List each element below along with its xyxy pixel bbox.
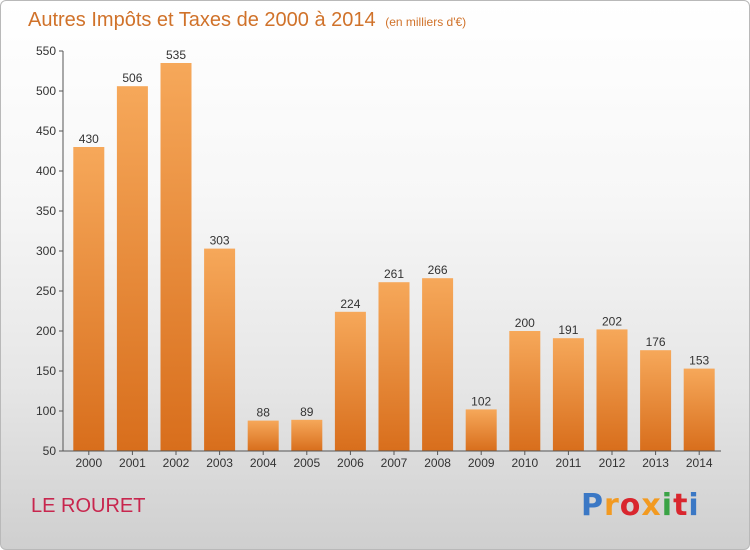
- y-tick-label: 50: [43, 444, 57, 458]
- x-tick-label: 2010: [511, 456, 538, 470]
- bar-value-label: 430: [79, 132, 99, 146]
- x-tick-label: 2009: [468, 456, 495, 470]
- bar-value-label: 224: [340, 297, 360, 311]
- bar-2009: [466, 409, 497, 451]
- y-tick-label: 450: [36, 124, 56, 138]
- logo-letter: r: [604, 488, 620, 523]
- bar-value-label: 506: [122, 71, 142, 85]
- bar-2011: [553, 338, 584, 451]
- x-tick-label: 2001: [119, 456, 146, 470]
- bar-2007: [379, 282, 410, 451]
- y-tick-label: 300: [36, 244, 56, 258]
- bar-2004: [248, 421, 279, 451]
- bar-value-label: 535: [166, 48, 186, 62]
- x-tick-label: 2005: [293, 456, 320, 470]
- y-tick-label: 350: [36, 204, 56, 218]
- x-tick-label: 2002: [163, 456, 190, 470]
- x-tick-label: 2000: [75, 456, 102, 470]
- logo-letter: o: [620, 488, 642, 523]
- x-tick-label: 2011: [555, 456, 581, 470]
- y-tick-label: 100: [36, 404, 56, 418]
- x-tick-label: 2013: [642, 456, 669, 470]
- x-tick-label: 2003: [206, 456, 233, 470]
- x-tick-label: 2006: [337, 456, 364, 470]
- x-tick-label: 2012: [599, 456, 626, 470]
- x-tick-label: 2014: [686, 456, 713, 470]
- bar-value-label: 261: [384, 267, 404, 281]
- x-tick-label: 2004: [250, 456, 277, 470]
- chart-frame: Autres Impôts et Taxes de 2000 à 2014 (e…: [0, 0, 750, 550]
- y-tick-label: 400: [36, 164, 56, 178]
- x-axis: 2000 2001 2002 2003 2004 2005 2006 2007 2008 2009…: [63, 451, 721, 470]
- bar-value-label: 102: [471, 394, 491, 408]
- y-tick-label: 200: [36, 324, 56, 338]
- logo-letter: i: [688, 488, 699, 523]
- bar-2000: [73, 147, 104, 451]
- bar-chart: 50 100 150 200 250 300 350 400 450 500 550 430 506 5…: [1, 1, 750, 550]
- commune-name: LE ROURET: [31, 495, 145, 518]
- bar-2012: [597, 329, 628, 451]
- logo-letter: x: [641, 488, 661, 523]
- bar-2006: [335, 312, 366, 451]
- bar-value-label: 153: [689, 354, 709, 368]
- bar-value-label: 266: [428, 263, 448, 277]
- bar-2008: [422, 278, 453, 451]
- y-tick-label: 550: [36, 44, 56, 58]
- bars: 430 506 535 303 88 89 224 261 266 102 200 191 202 176…: [73, 48, 714, 451]
- logo-letter: t: [673, 488, 688, 523]
- bar-value-label: 191: [558, 323, 578, 337]
- bar-value-label: 202: [602, 314, 622, 328]
- bar-2005: [291, 420, 322, 451]
- bar-2003: [204, 249, 235, 451]
- x-tick-label: 2007: [381, 456, 408, 470]
- bar-value-label: 200: [515, 316, 535, 330]
- bar-2013: [640, 350, 671, 451]
- bar-value-label: 303: [210, 234, 230, 248]
- y-tick-label: 250: [36, 284, 56, 298]
- y-axis: 50 100 150 200 250 300 350 400 450 500 550: [36, 44, 63, 458]
- logo-letter: P: [581, 488, 604, 523]
- bar-value-label: 88: [257, 406, 271, 420]
- bar-value-label: 176: [646, 335, 666, 349]
- bar-value-label: 89: [300, 405, 314, 419]
- bar-2002: [161, 63, 192, 451]
- y-tick-label: 150: [36, 364, 56, 378]
- bar-2010: [509, 331, 540, 451]
- x-tick-label: 2008: [424, 456, 451, 470]
- bar-2001: [117, 86, 148, 451]
- y-tick-label: 500: [36, 84, 56, 98]
- proxiti-logo[interactable]: Proxiti: [581, 488, 700, 523]
- logo-letter: i: [662, 488, 673, 523]
- bar-2014: [684, 369, 715, 451]
